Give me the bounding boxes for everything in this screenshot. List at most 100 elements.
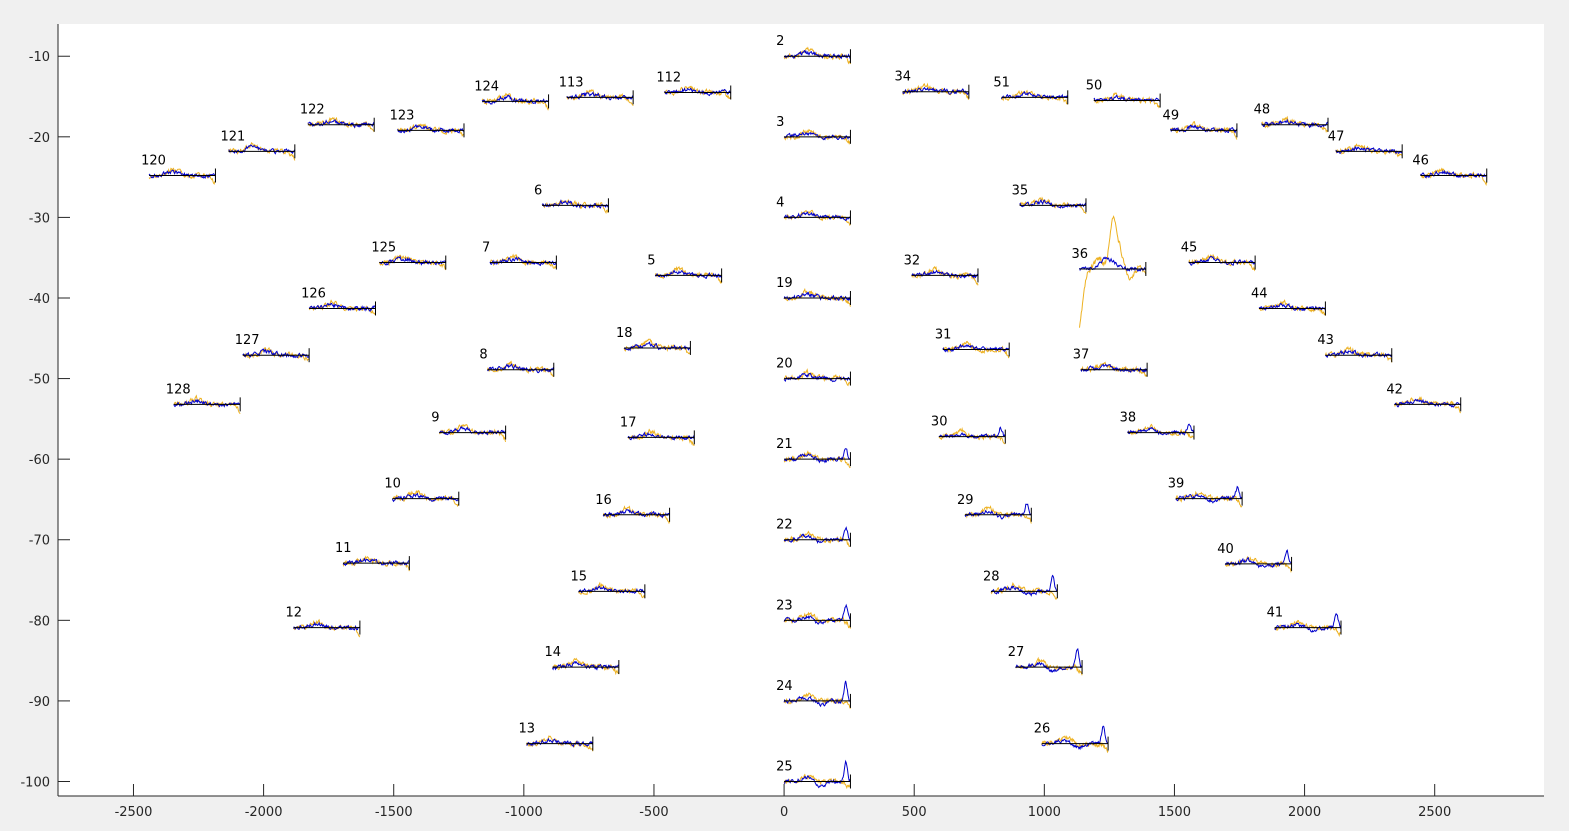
trace-47: 47 xyxy=(1328,129,1403,159)
trace-121-label: 121 xyxy=(220,129,245,144)
trace-37: 37 xyxy=(1073,348,1148,377)
trace-19: 19 xyxy=(776,276,851,307)
trace-10-series-b xyxy=(391,492,459,503)
trace-51: 51 xyxy=(993,75,1069,105)
trace-123: 123 xyxy=(390,108,465,138)
trace-126-label: 126 xyxy=(301,286,326,301)
trace-37-label: 37 xyxy=(1073,348,1090,363)
trace-15-label: 15 xyxy=(570,569,587,584)
trace-31-label: 31 xyxy=(935,328,952,343)
trace-14: 14 xyxy=(544,645,620,676)
trace-26-series-b xyxy=(1041,725,1109,751)
trace-125: 125 xyxy=(371,241,447,271)
x-tick-label: 0 xyxy=(780,805,788,820)
trace-2-label: 2 xyxy=(776,34,784,49)
trace-6: 6 xyxy=(534,183,609,215)
trace-47-label: 47 xyxy=(1328,129,1345,144)
trace-6-label: 6 xyxy=(534,183,542,198)
trace-124: 124 xyxy=(474,79,550,111)
trace-18-series-b xyxy=(623,341,691,352)
x-tick-label: -2000 xyxy=(245,805,283,820)
trace-122: 122 xyxy=(300,103,375,133)
y-tick-label: -70 xyxy=(29,534,50,549)
trace-32-label: 32 xyxy=(904,253,921,268)
trace-25-label: 25 xyxy=(776,759,793,774)
trace-41-label: 41 xyxy=(1267,606,1284,621)
trace-124-series-a xyxy=(481,92,550,111)
trace-128-label: 128 xyxy=(166,382,191,397)
trace-42: 42 xyxy=(1386,382,1462,414)
trace-23: 23 xyxy=(776,598,851,629)
trace-11: 11 xyxy=(335,541,410,572)
trace-50-series-b xyxy=(1093,94,1161,102)
trace-2: 2 xyxy=(776,34,851,65)
trace-26: 26 xyxy=(1034,722,1109,754)
trace-45-label: 45 xyxy=(1181,241,1198,256)
trace-40: 40 xyxy=(1217,542,1293,573)
trace-12-label: 12 xyxy=(286,606,303,621)
trace-11-label: 11 xyxy=(335,541,352,556)
trace-44: 44 xyxy=(1251,286,1326,316)
trace-127-series-a xyxy=(242,346,310,362)
trace-113-label: 113 xyxy=(559,75,584,90)
trace-23-series-a xyxy=(783,611,851,629)
trace-25-series-b xyxy=(783,759,851,789)
trace-31-series-a xyxy=(942,340,1010,359)
trace-24-label: 24 xyxy=(776,679,793,694)
trace-36-label: 36 xyxy=(1071,247,1088,262)
trace-24: 24 xyxy=(776,679,851,709)
trace-50: 50 xyxy=(1086,79,1161,109)
trace-43-series-b xyxy=(1325,349,1393,359)
trace-8: 8 xyxy=(479,348,555,378)
trace-3: 3 xyxy=(776,115,851,145)
trace-34-label: 34 xyxy=(894,70,911,85)
trace-21-label: 21 xyxy=(776,437,793,452)
trace-29: 29 xyxy=(957,493,1032,524)
trace-20-label: 20 xyxy=(776,357,793,372)
trace-39-series-b xyxy=(1175,485,1243,504)
trace-122-label: 122 xyxy=(300,103,325,118)
trace-23-series-b xyxy=(783,603,851,625)
x-tick-label: -1500 xyxy=(375,805,413,820)
trace-46-series-b xyxy=(1420,169,1488,179)
trace-48: 48 xyxy=(1254,103,1329,133)
y-tick-label: -100 xyxy=(20,775,50,790)
trace-17-label: 17 xyxy=(620,415,637,430)
trace-113: 113 xyxy=(559,75,634,107)
trace-21: 21 xyxy=(776,437,851,469)
trace-35-label: 35 xyxy=(1012,183,1029,198)
trace-10-label: 10 xyxy=(384,477,401,492)
trace-43: 43 xyxy=(1317,333,1393,363)
trace-50-label: 50 xyxy=(1086,79,1103,94)
trace-17: 17 xyxy=(620,415,695,447)
trace-13: 13 xyxy=(518,722,594,752)
trace-127: 127 xyxy=(235,333,310,363)
trace-4-label: 4 xyxy=(776,195,784,210)
trace-38: 38 xyxy=(1120,411,1195,440)
trace-23-label: 23 xyxy=(776,598,793,613)
trace-16-series-b xyxy=(602,509,670,519)
trace-124-label: 124 xyxy=(474,79,499,94)
trace-127-label: 127 xyxy=(235,333,260,348)
trace-43-label: 43 xyxy=(1317,333,1334,348)
trace-120: 120 xyxy=(141,153,216,185)
trace-36: 36 xyxy=(1071,215,1147,328)
trace-28-label: 28 xyxy=(983,569,1000,584)
trace-9-label: 9 xyxy=(431,411,439,426)
trace-30-label: 30 xyxy=(931,415,948,430)
trace-48-series-b xyxy=(1261,118,1329,129)
x-tick-label: 1000 xyxy=(1028,805,1061,820)
trace-120-label: 120 xyxy=(141,153,166,168)
trace-27-label: 27 xyxy=(1008,645,1025,660)
trace-9-series-a xyxy=(438,423,507,443)
trace-21-series-a xyxy=(783,450,851,469)
trace-3-label: 3 xyxy=(776,115,784,130)
y-tick-label: -90 xyxy=(29,695,50,710)
trace-28-series-a xyxy=(990,582,1058,600)
trace-16: 16 xyxy=(595,493,671,525)
trace-39-label: 39 xyxy=(1168,477,1185,492)
trace-7-series-a xyxy=(489,253,557,269)
y-tick-label: -80 xyxy=(29,614,50,629)
trace-127-series-b xyxy=(242,348,310,359)
